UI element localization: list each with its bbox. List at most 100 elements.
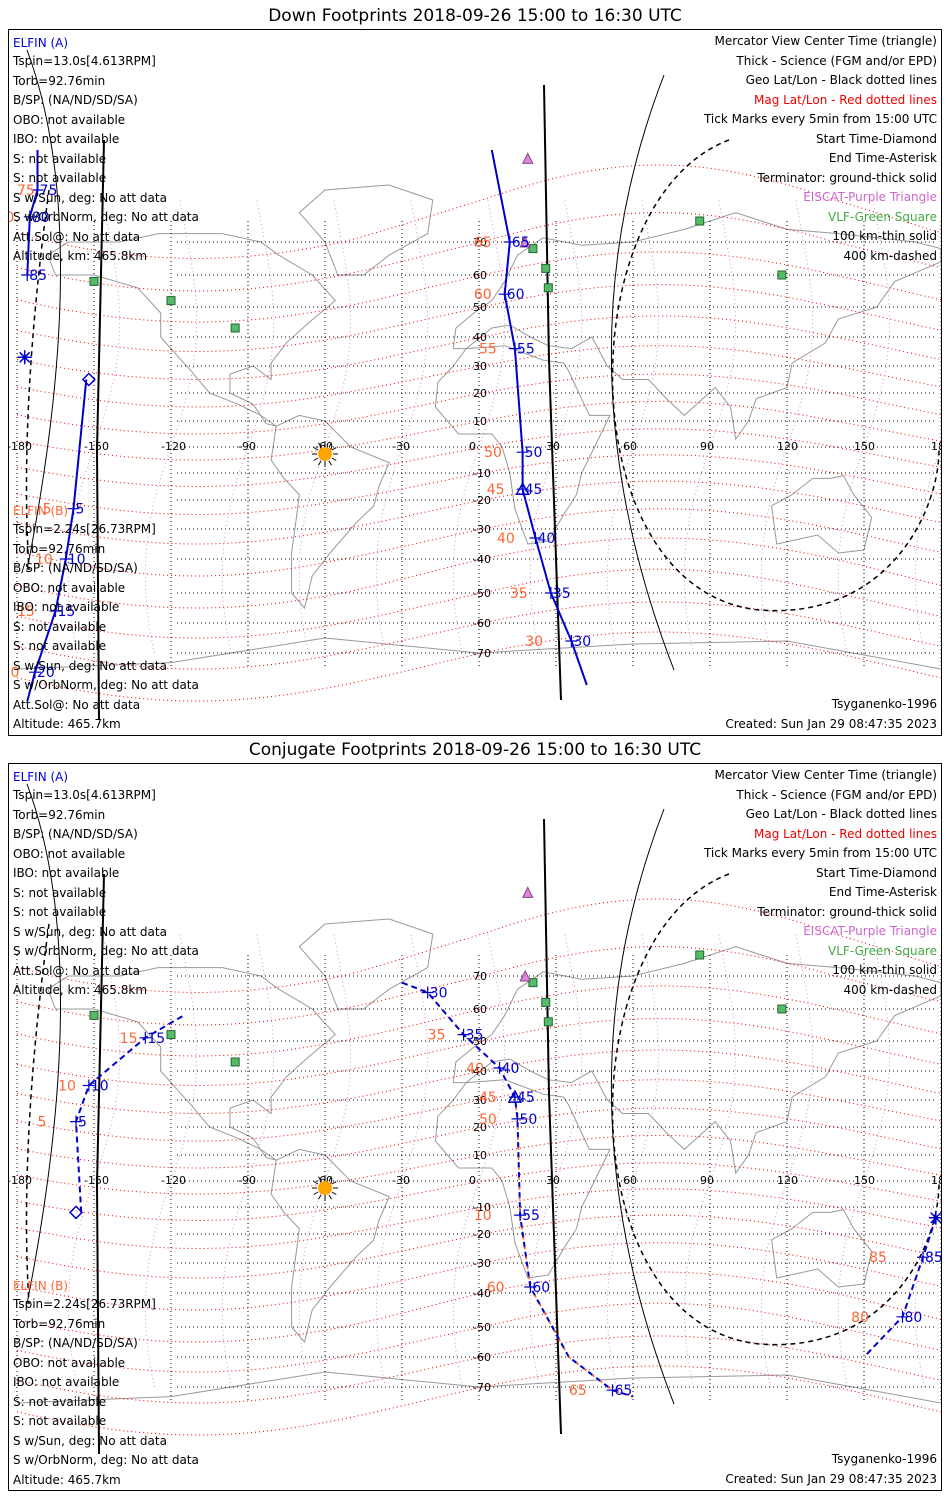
elfin-a-info-8: S w/OrbNorm, deg: No att data (13, 944, 199, 958)
land-south-america (270, 1148, 390, 1344)
legend-end: End Time-Asterisk (828, 885, 937, 899)
terminator-line (610, 74, 675, 671)
vlf-square (89, 1010, 99, 1020)
vlf-square (89, 276, 99, 286)
tick-label-blue: 60 (507, 287, 525, 303)
sun-ray (331, 447, 337, 451)
elfin-a-trace (74, 1014, 185, 1213)
land-australia (771, 475, 873, 554)
tick-label-orange: 80 (9, 210, 14, 226)
elfin-a-trace (26, 150, 39, 276)
tick-label-orange: 50 (484, 445, 502, 461)
legend-400km: 400 km-dashed (843, 249, 937, 263)
mag-meridian-line (914, 445, 941, 654)
tick-label-orange: 15 (17, 604, 35, 620)
tick-mark (67, 502, 80, 515)
elfin-b-info-3: OBO: not available (13, 581, 126, 595)
lon-tick-label: -120 (161, 440, 186, 453)
400km-dashed-line (25, 923, 50, 1305)
elfin-b-info-0: Tspin=2.24s[26.73RPM] (13, 522, 156, 536)
tick-label-orange: 30 (525, 634, 543, 650)
lon-tick-label: 0 (469, 440, 476, 453)
lat-tick-label: -10 (473, 1201, 491, 1214)
tick-label-blue: 40 (537, 531, 555, 547)
tick-mark (139, 1031, 152, 1044)
elfin-a-info-3: OBO: not available (13, 113, 126, 127)
lon-tick-label: 180 (931, 440, 941, 453)
tick-mark (516, 483, 529, 496)
eiscat-triangle (521, 886, 534, 898)
legend-ticks: Tick Marks every 5min from 15:00 UTC (703, 846, 937, 860)
down-footprints-map: -180-150-120-90-60-300306090120150180706… (8, 29, 942, 736)
vlf-square (695, 950, 705, 960)
land-north-america (47, 233, 337, 427)
legend-mercator: Mercator View Center Time (triangle) (714, 34, 937, 48)
mag-latitude-line (16, 400, 941, 461)
elfin-b-info-4: IBO: not available (13, 600, 120, 614)
terminator-line (26, 49, 61, 571)
elfin-b-info-2: B/SP: (NA/ND/SD/SA) (13, 561, 138, 575)
sun-ray (331, 457, 337, 461)
elfin-b-info-7: S w/Sun, deg: No att data (13, 659, 167, 673)
elfin-a-info-5: S: not available (13, 152, 107, 166)
lat-tick-label: 30 (473, 360, 487, 373)
tick-mark (508, 342, 521, 355)
lat-tick-label: 60 (473, 269, 487, 282)
land-eurasia (452, 212, 941, 441)
lat-tick-label: 10 (473, 1149, 487, 1162)
created-label: Created: Sun Jan 29 08:47:35 2023 (725, 1472, 937, 1486)
elfin-a-info-6: S: not available (13, 905, 107, 919)
model-label: Tsyganenko-1996 (831, 1452, 937, 1466)
vlf-square (541, 263, 551, 273)
terminator-line (610, 808, 675, 1405)
tick-label-orange: 75 (17, 183, 35, 199)
sun-ray (313, 447, 319, 451)
lat-tick-label: -10 (473, 467, 491, 480)
panel-title-conjugate: Conjugate Footprints 2018-09-26 15:00 to… (248, 740, 702, 760)
elfin-a-info-9: Att.Sol@: No att data (13, 230, 141, 244)
terminator-ground-line (543, 818, 562, 1435)
lon-tick-label: -90 (238, 1174, 256, 1187)
lat-tick-label: -60 (473, 1351, 491, 1364)
lon-tick-label: 120 (777, 1174, 798, 1187)
elfin-a-info-0: Tspin=13.0s[4.613RPM] (13, 788, 156, 802)
tick-label-orange: 5 (43, 502, 52, 518)
start-diamond (68, 1205, 84, 1220)
mag-latitude-line (16, 537, 941, 609)
tick-label-blue: 10 (91, 1079, 109, 1095)
elfin-b-info-7: S w/Sun, deg: No att data (13, 1434, 167, 1448)
land-eurasia (452, 946, 941, 1175)
elfin-b-info-1: Torb=92.76min (13, 1317, 106, 1331)
lat-tick-label: -20 (473, 1228, 491, 1241)
land-australia (771, 1209, 873, 1288)
lat-tick-label: 60 (473, 1003, 487, 1016)
sun-ray (318, 1194, 322, 1200)
sun-ray (328, 442, 332, 448)
vlf-square (230, 1057, 240, 1067)
elfin-a-info-8: S w/OrbNorm, deg: No att data (13, 210, 199, 224)
legend-vlf: VLF-Green Square (828, 944, 937, 958)
legend-geo: Geo Lat/Lon - Black dotted lines (745, 73, 937, 87)
mag-latitude-line (16, 251, 941, 323)
tick-label-orange: 10 (35, 552, 53, 568)
tick-label-orange: 80 (851, 1310, 869, 1326)
elfin-b-info-6: S: not available (13, 639, 107, 653)
tick-mark (82, 1079, 95, 1092)
tick-mark (514, 1209, 527, 1222)
tick-mark (524, 1281, 537, 1293)
tick-mark (59, 553, 72, 565)
legend-mag: Mag Lat/Lon - Red dotted lines (753, 827, 937, 841)
legend-ticks: Tick Marks every 5min from 15:00 UTC (703, 112, 937, 126)
sun-ray (328, 460, 332, 466)
elfin-a-info-1: Torb=92.76min (13, 808, 106, 822)
legend-100km: 100 km-thin solid (832, 229, 937, 243)
elfin-b-info-8: S w/OrbNorm, deg: No att data (13, 1453, 199, 1467)
legend-eiscat: EISCAT-Purple Triangle (803, 924, 937, 938)
lat-tick-label: -40 (473, 1287, 491, 1300)
mag-latitude-line (16, 946, 941, 1026)
lat-tick-label: 20 (473, 1121, 487, 1134)
eiscat-triangle (521, 152, 534, 164)
tick-label-blue: 15 (147, 1031, 165, 1047)
elfin-a-info-7: S w/Sun, deg: No att data (13, 925, 167, 939)
tick-label-blue: 40 (502, 1061, 520, 1077)
